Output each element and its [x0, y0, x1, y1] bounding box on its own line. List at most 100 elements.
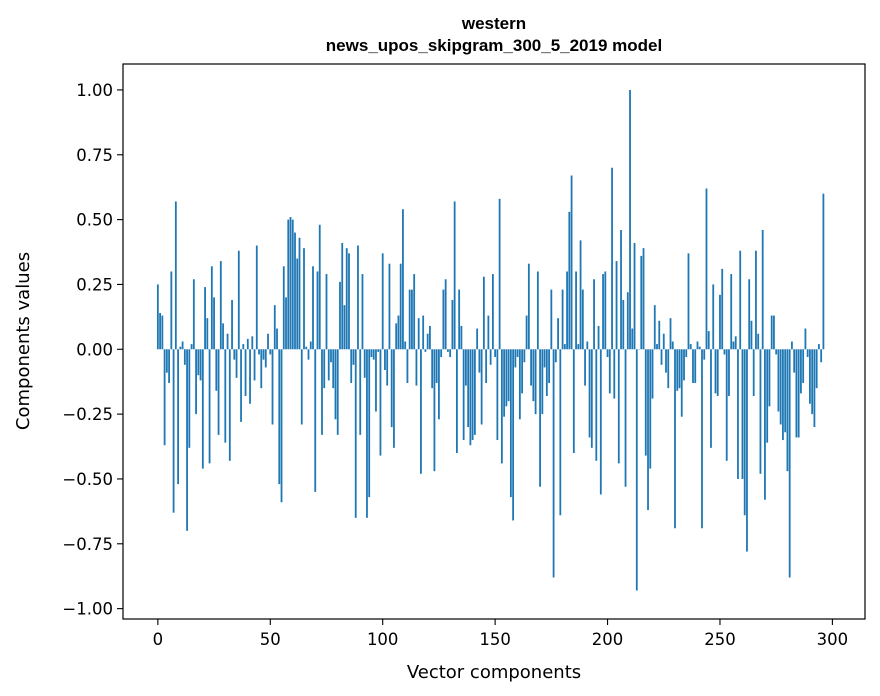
bar-98: [377, 349, 380, 352]
bar-62: [296, 258, 299, 350]
y-tick-label: 1.00: [76, 81, 113, 100]
bar-103: [388, 263, 391, 350]
bar-10: [179, 346, 182, 350]
bar-113: [411, 289, 413, 350]
bar-270: [764, 349, 766, 500]
bar-226: [665, 349, 667, 373]
bar-55: [280, 349, 283, 503]
bar-108: [399, 263, 402, 350]
bar-254: [728, 349, 730, 396]
bar-106: [395, 323, 398, 350]
bar-194: [593, 279, 595, 350]
bar-145: [482, 276, 485, 350]
bar-66: [305, 346, 308, 350]
bar-44: [255, 245, 258, 350]
bar-161: [518, 349, 521, 420]
bar-251: [721, 268, 724, 350]
bar-263: [748, 279, 751, 350]
bar-81: [339, 281, 341, 350]
bar-168: [534, 349, 537, 415]
bar-42: [251, 336, 254, 350]
bar-279: [784, 349, 787, 433]
bar-12: [183, 349, 186, 365]
bar-293: [815, 349, 818, 389]
bar-256: [732, 341, 735, 350]
bar-124: [435, 349, 438, 383]
bar-160: [516, 349, 519, 358]
bar-76: [327, 349, 330, 381]
bar-191: [586, 341, 589, 350]
bar-204: [615, 261, 618, 350]
bar-128: [444, 279, 447, 350]
bar-93: [366, 349, 368, 518]
bar-69: [312, 266, 314, 350]
bar-49: [267, 333, 269, 350]
bar-178: [557, 318, 559, 350]
bar-287: [802, 349, 805, 383]
bar-200: [606, 349, 609, 358]
bar-38: [242, 344, 245, 350]
bar-181: [563, 344, 566, 350]
bar-282: [791, 341, 793, 350]
bar-85: [348, 253, 350, 350]
bar-249: [716, 349, 719, 396]
bar-174: [548, 349, 550, 383]
bar-289: [806, 349, 809, 358]
bar-272: [768, 349, 771, 407]
x-axis-ticks: 0 50 100 150 200 250 300: [153, 619, 848, 649]
bar-129: [447, 349, 449, 352]
y-tick-label: −0.25: [62, 405, 113, 424]
bar-53: [276, 328, 278, 350]
bar-196: [597, 325, 600, 350]
bar-165: [527, 263, 530, 350]
bar-73: [321, 349, 323, 435]
bar-46: [260, 349, 263, 389]
bar-292: [813, 349, 816, 428]
bar-243: [703, 349, 706, 360]
bar-60: [291, 219, 294, 350]
bar-173: [545, 349, 548, 396]
bar-266: [755, 250, 757, 350]
bar-5: [168, 349, 170, 383]
bar-288: [804, 328, 807, 350]
bar-9: [177, 349, 179, 485]
bar-294: [818, 344, 820, 350]
bar-275: [775, 349, 778, 355]
bar-273: [770, 315, 773, 350]
y-tick-label: 0.25: [76, 275, 113, 294]
bar-244: [705, 188, 708, 350]
bar-15: [190, 344, 193, 350]
bar-184: [570, 175, 573, 350]
bar-97: [375, 349, 377, 412]
bar-147: [487, 315, 490, 350]
bar-280: [786, 349, 789, 472]
bar-296: [822, 193, 825, 350]
bar-284: [795, 349, 798, 438]
bar-169: [536, 271, 539, 350]
bar-180: [561, 289, 564, 350]
bar-236: [687, 253, 690, 350]
bar-72: [318, 224, 321, 350]
bar-221: [653, 305, 656, 350]
bar-109: [402, 209, 404, 350]
y-tick-label: 0.75: [76, 146, 113, 165]
bar-32: [228, 349, 231, 461]
bar-258: [737, 349, 739, 479]
bar-75: [325, 274, 328, 350]
bar-86: [350, 349, 353, 383]
bar-56: [282, 266, 285, 350]
bar-4: [165, 349, 168, 373]
bar-52: [273, 305, 276, 350]
bar-111: [406, 349, 409, 383]
bar-222: [656, 344, 658, 350]
bar-144: [480, 349, 483, 425]
bar-65: [303, 248, 305, 350]
bar-234: [683, 349, 685, 381]
bar-209: [626, 292, 629, 350]
x-axis-label: Vector components: [407, 662, 581, 683]
bar-121: [429, 325, 431, 350]
bar-20: [201, 349, 204, 469]
bar-99: [379, 349, 382, 456]
bar-135: [460, 325, 463, 350]
